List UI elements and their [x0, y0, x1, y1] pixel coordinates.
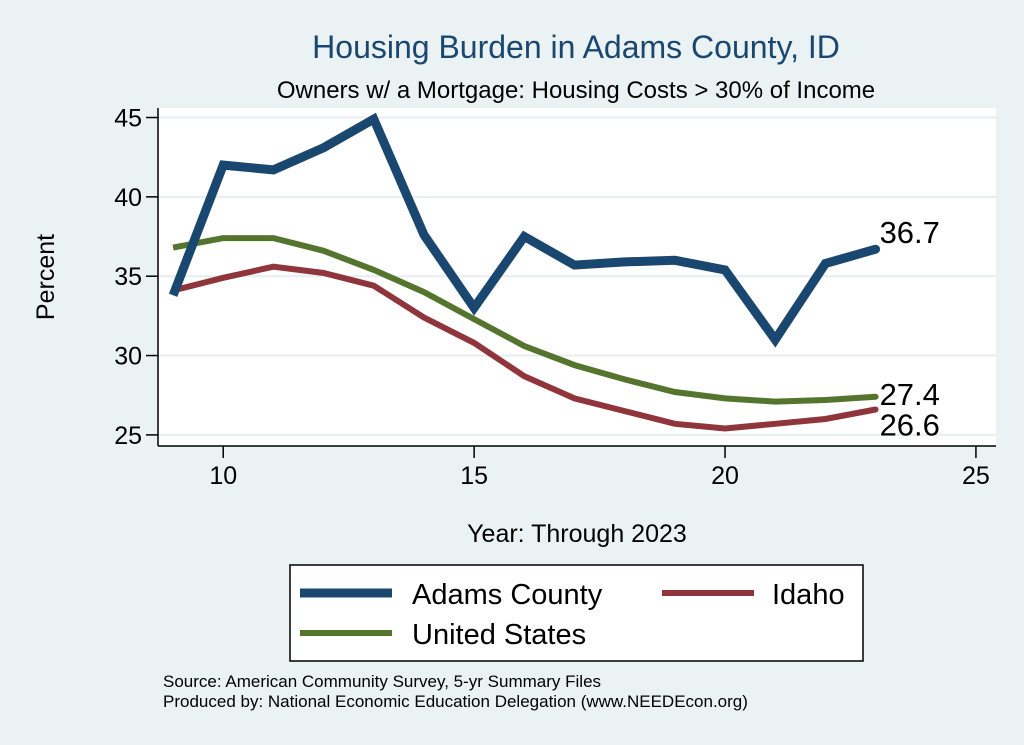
end-marker-united-states: [872, 393, 879, 400]
legend: Adams County Idaho United States: [289, 564, 864, 662]
gridlines: [158, 116, 996, 436]
series-lines: [168, 112, 877, 432]
legend-label-adams-county: Adams County: [412, 579, 603, 611]
x-axis-ticks: 10 15 20 25: [209, 446, 990, 490]
series-line-adams-county: [168, 112, 877, 348]
x-axis-title: Year: Through 2023: [467, 520, 687, 548]
end-label-united-states: 27.4: [880, 377, 940, 412]
y-tick-label-25: 25: [114, 422, 142, 450]
y-tick-label-40: 40: [114, 184, 142, 212]
y-axis-title: Percent: [32, 234, 60, 320]
y-axis-ticks: 25 30 35 40 45: [114, 105, 158, 450]
end-label-idaho: 26.6: [880, 408, 940, 443]
x-tick-label-25: 25: [962, 462, 990, 490]
end-labels: 36.7 26.627.4: [871, 215, 940, 443]
y-tick-label-30: 30: [114, 343, 142, 371]
y-tick-label-45: 45: [114, 105, 142, 133]
y-tick-label-35: 35: [114, 263, 142, 291]
chart-subtitle: Owners w/ a Mortgage: Housing Costs > 30…: [277, 77, 875, 104]
end-marker-adams-county: [871, 244, 881, 254]
source-note: Source: American Community Survey, 5-yr …: [163, 672, 601, 691]
end-label-adams-county: 36.7: [880, 215, 940, 250]
x-tick-label-20: 20: [711, 462, 739, 490]
series-line-united-states: [172, 235, 876, 405]
legend-label-idaho: Idaho: [772, 579, 845, 611]
chart-title: Housing Burden in Adams County, ID: [312, 29, 840, 65]
producer-note: Produced by: National Economic Education…: [163, 692, 748, 711]
legend-label-united-states: United States: [412, 619, 586, 651]
legend-box: [289, 564, 864, 662]
x-tick-label-10: 10: [209, 462, 237, 490]
x-tick-label-15: 15: [460, 462, 488, 490]
end-marker-idaho: [872, 406, 879, 413]
series-line-idaho: [172, 263, 877, 432]
